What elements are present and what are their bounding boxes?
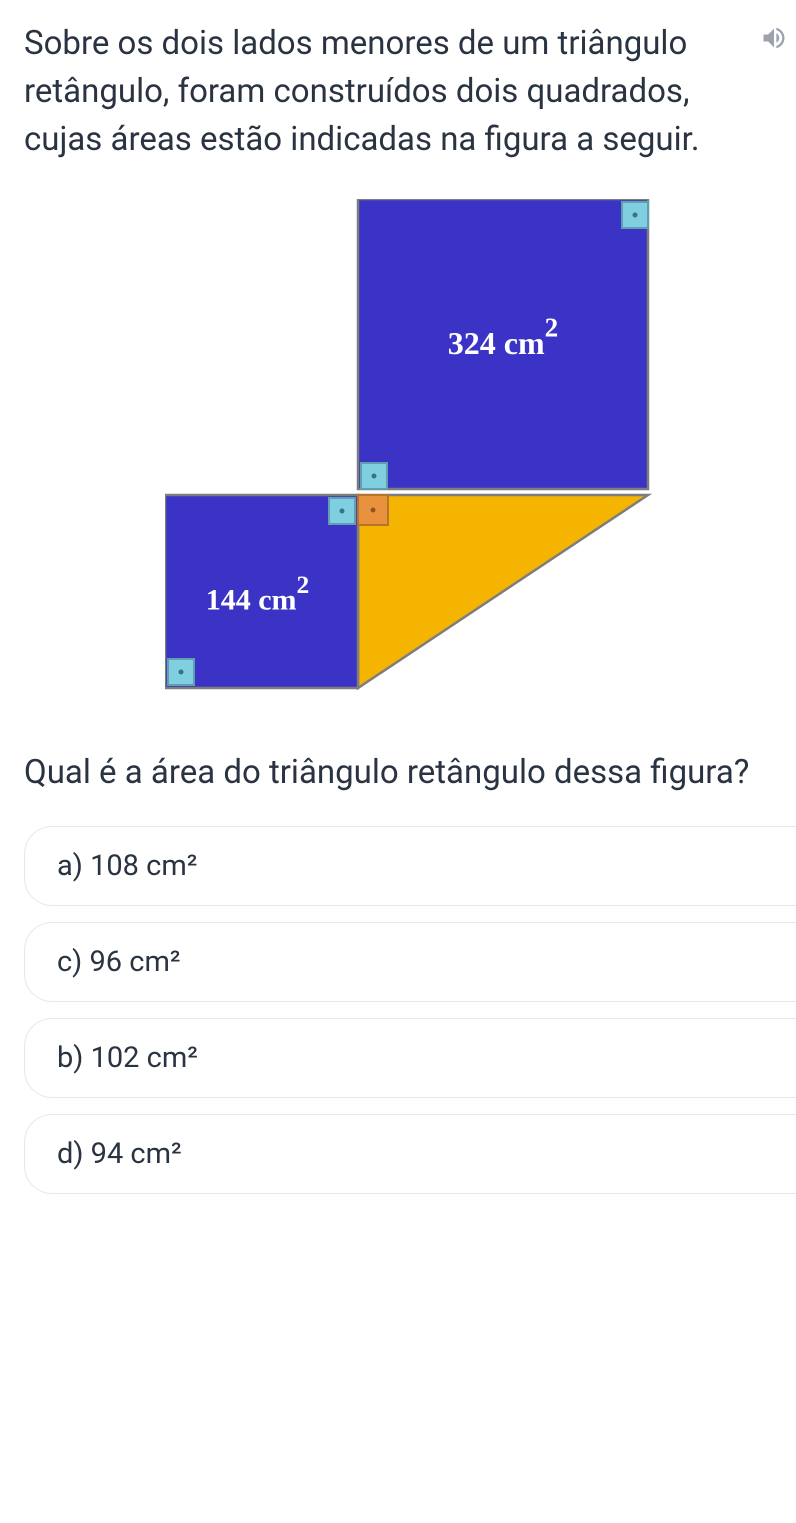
question-followup-text: Qual é a área do triângulo retângulo des…: [24, 749, 796, 797]
speaker-icon[interactable]: [760, 24, 788, 52]
answer-options: a) 108 cm² c) 96 cm² b) 102 cm² d) 94 cm…: [24, 826, 796, 1194]
option-b[interactable]: b) 102 cm²: [24, 1018, 796, 1098]
figure-container: 324 cm2144 cm2: [24, 199, 796, 709]
option-c[interactable]: c) 96 cm²: [24, 922, 796, 1002]
question-intro-text: Sobre os dois lados menores de um triâng…: [24, 20, 746, 164]
option-a[interactable]: a) 108 cm²: [24, 826, 796, 906]
geometry-figure: 324 cm2144 cm2: [165, 199, 655, 709]
question-header: Sobre os dois lados menores de um triâng…: [24, 20, 796, 164]
option-d[interactable]: d) 94 cm²: [24, 1114, 796, 1194]
